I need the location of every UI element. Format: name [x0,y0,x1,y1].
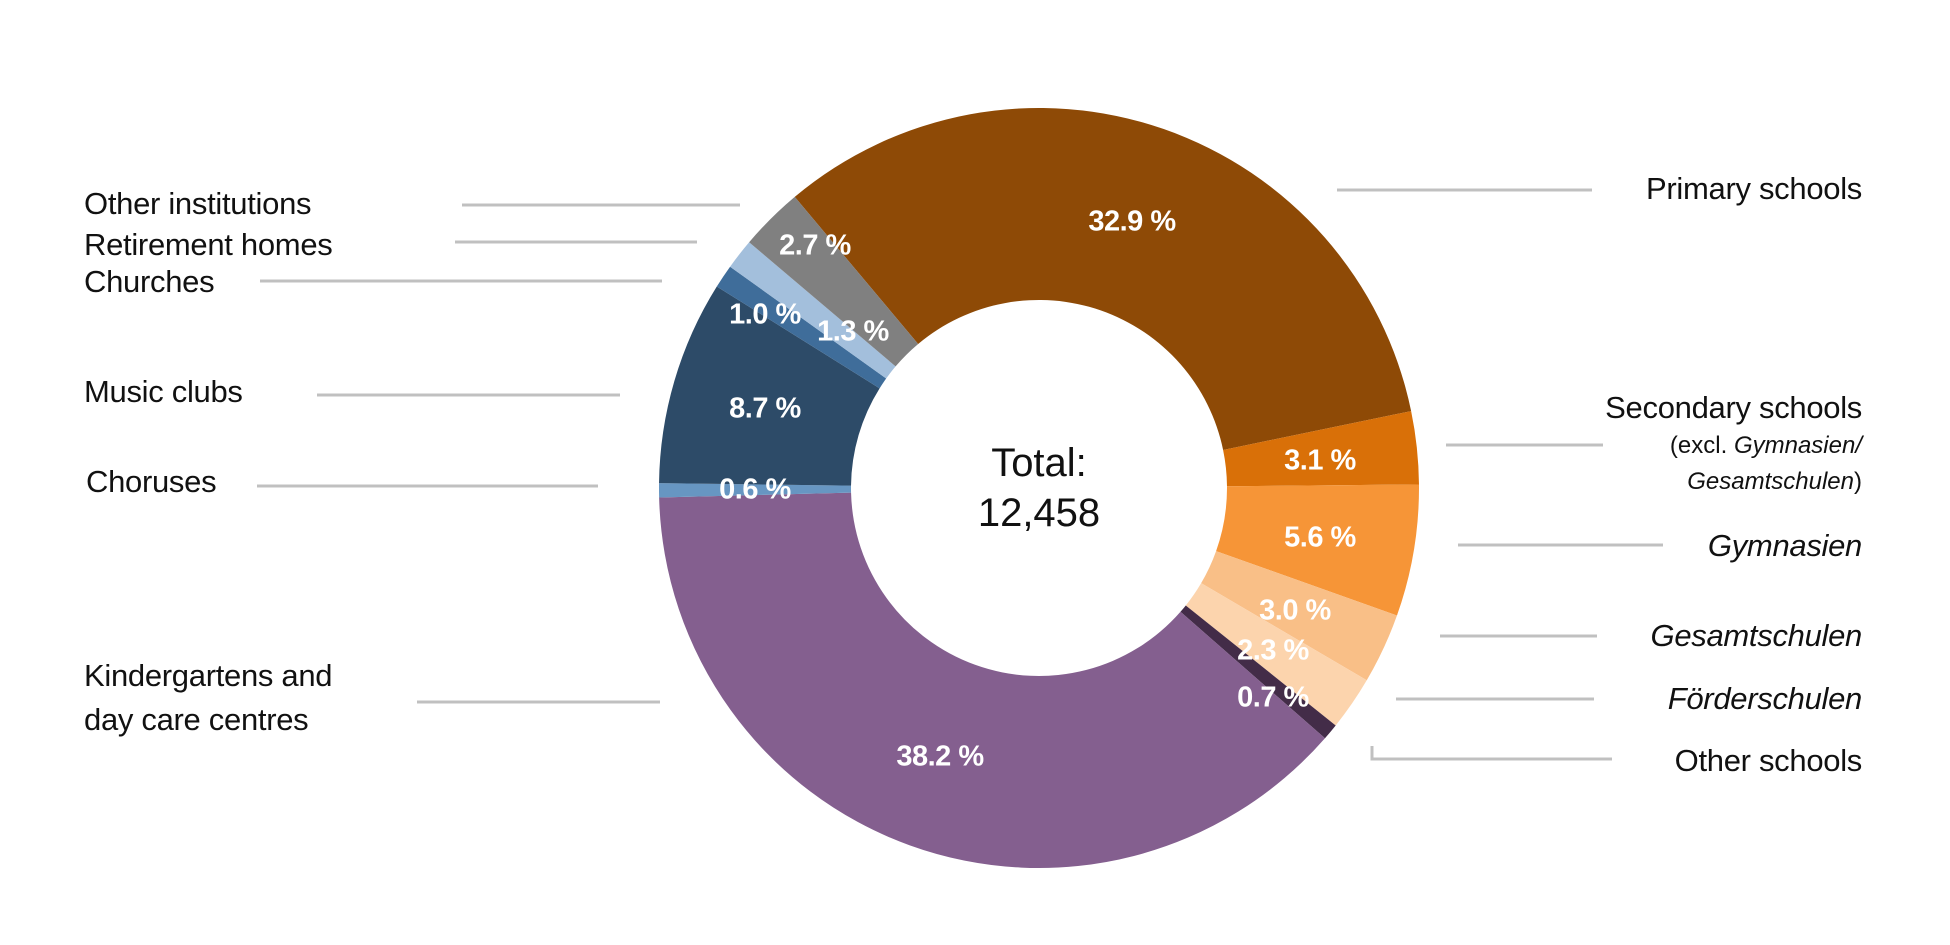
label-gesamtschulen: Gesamtschulen [1650,618,1863,653]
label-secondary-schools-note-line2: Gesamtschulen) [1687,467,1862,497]
slice-other-institutions [749,196,919,367]
label-gymnasien: Gymnasien [1707,528,1862,563]
slice-label-foerderschulen: 2.3 % [1237,634,1309,667]
label-kindergartens-line1: Kindergartens and [84,658,333,693]
donut-slices [659,107,1419,869]
label-churches: Churches [84,264,215,299]
leader-lines [257,188,1663,761]
slice-gymnasien [1216,484,1419,616]
label-secondary-schools: Secondary schools [1605,390,1862,425]
slice-förderschulen [1185,583,1367,726]
slice-label-music-clubs: 8.7 % [729,392,801,425]
slice-secondary-schools-excl-gymnasien-gesamtschulen- [1223,411,1419,487]
center-total: Total: 12,458 [978,438,1100,538]
slice-label-other-schools: 0.7 % [1237,681,1309,714]
slice-kindergartens-and-day-care-centres [659,492,1325,869]
label-kindergartens-line2: day care centres [84,702,309,737]
leader-line-other-schools [1370,746,1612,761]
label-retirement-homes: Retirement homes [84,227,333,262]
secondary-note-suffix: ) [1854,468,1862,495]
label-other-schools: Other schools [1674,743,1863,778]
label-primary-schools: Primary schools [1646,171,1862,206]
slice-gesamtschulen [1201,551,1397,681]
slice-label-churches: 1.0 % [729,298,801,331]
slice-label-primary-schools: 32.9 % [1088,205,1176,238]
center-total-value: 12,458 [977,491,1101,535]
slice-primary-schools [794,107,1412,450]
label-foerderschulen: Förderschulen [1667,681,1863,716]
secondary-note-gesamtschulen: Gesamtschulen [1687,468,1854,495]
slice-other-schools [1180,605,1336,739]
slice-label-gesamtschulen: 3.0 % [1259,594,1331,627]
label-choruses: Choruses [86,464,217,499]
slice-retirement-homes [730,242,896,379]
slice-churches [716,266,887,389]
slice-label-gymnasien: 5.6 % [1284,521,1356,554]
slice-choruses [659,483,852,498]
slice-label-secondary-schools: 3.1 % [1284,444,1356,477]
label-music-clubs: Music clubs [84,374,243,409]
slice-label-other-institutions: 2.7 % [779,229,851,262]
secondary-note-gymnasien: Gymnasien/ [1733,432,1862,459]
slice-label-kindergartens: 38.2 % [896,740,984,773]
label-secondary-schools-note-line1: (excl. Gymnasien/ [1670,431,1862,461]
slice-label-choruses: 0.6 % [719,473,791,506]
slice-music-clubs [659,286,880,486]
secondary-note-prefix: (excl. [1669,432,1734,459]
center-total-label: Total: [991,441,1087,485]
label-other-institutions: Other institutions [84,186,312,221]
slice-label-retirement-homes: 1.3 % [817,315,889,348]
